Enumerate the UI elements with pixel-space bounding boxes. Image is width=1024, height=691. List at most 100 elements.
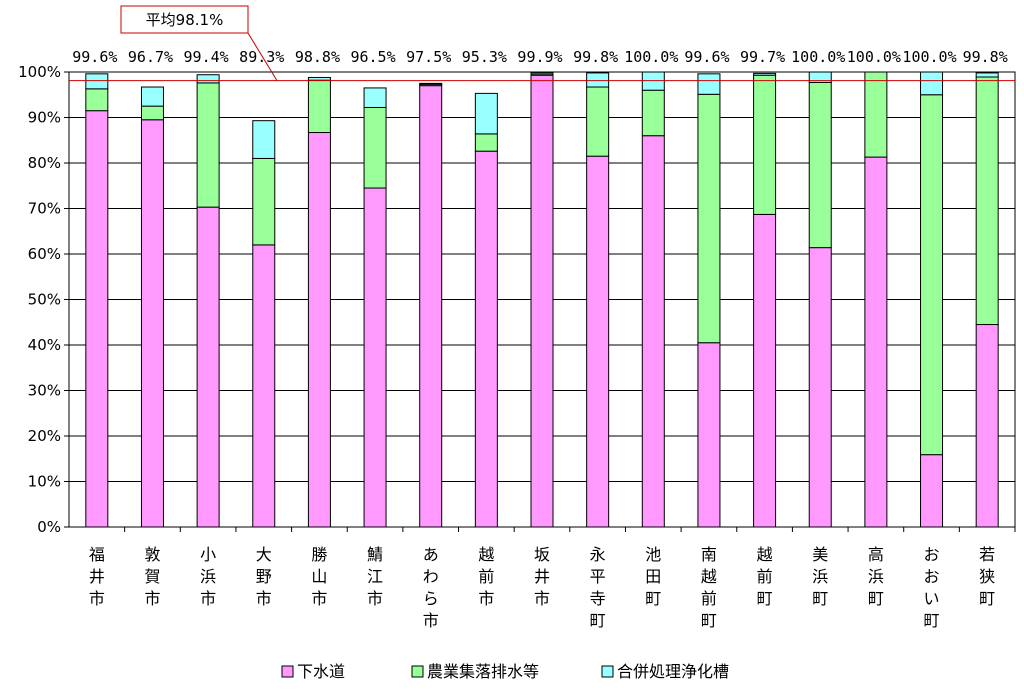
category-label: 鯖	[367, 545, 383, 564]
total-label: 99.7%	[740, 48, 785, 66]
average-callout-box	[120, 5, 249, 34]
category-label: 江	[367, 567, 383, 586]
category-label: 敦	[144, 545, 160, 564]
total-label: 89.3%	[239, 48, 284, 66]
category-label: 寺	[590, 589, 606, 608]
bar-segment-1	[586, 155, 610, 528]
bar-segment-1	[196, 206, 220, 528]
y-tick-label: 30%	[28, 382, 61, 400]
legend-swatch	[411, 665, 424, 678]
category-labels: 福井市敦賀市小浜市大野市勝山市鯖江市あわら市越前市坂井市永平寺町池田町南越前町越…	[89, 545, 995, 630]
bar-segment-2	[140, 105, 164, 121]
average-leader-line	[247, 32, 278, 81]
total-labels: 99.6% 96.7% 99.4% 89.3% 98.8% 96.5% 97.5% 95.3%…	[72, 48, 1008, 66]
category-label: 市	[144, 589, 160, 608]
y-tick-label: 80%	[28, 154, 61, 172]
bar-segment-1	[530, 74, 554, 528]
category-label: 浜	[200, 567, 216, 586]
category-label: 坂	[534, 545, 550, 564]
bar-segment-1	[975, 324, 999, 528]
total-label: 100.0%	[902, 48, 956, 66]
bar-segment-1	[85, 110, 109, 528]
average-annotation: 平均98.1%	[69, 5, 1015, 82]
category-label: 市	[256, 589, 272, 608]
legend-label: 下水道	[297, 662, 345, 681]
bar-segment-3	[419, 82, 443, 85]
total-label: 99.6%	[72, 48, 117, 66]
total-label: 98.8%	[295, 48, 340, 66]
y-tick-label: 70%	[28, 200, 61, 218]
bar-segment-2	[975, 76, 999, 326]
total-label: 100.0%	[791, 48, 845, 66]
category-label: 市	[478, 589, 494, 608]
category-label: 福	[89, 545, 105, 564]
category-label: 小	[200, 545, 216, 564]
category-label: 町	[812, 589, 828, 608]
bar-segment-2	[920, 94, 944, 456]
total-label: 97.5%	[406, 48, 451, 66]
category-label: 狭	[979, 567, 995, 586]
y-tick-labels: 0% 10% 20% 30% 40% 50% 60% 70% 80% 90% 100%	[18, 63, 61, 536]
bar-segment-3	[920, 71, 944, 96]
category-label: 勝	[311, 545, 327, 564]
bar-segment-2	[808, 81, 832, 249]
bar-segment-1	[641, 135, 665, 528]
bar-segment-3	[307, 76, 331, 81]
y-tick-label: 20%	[28, 427, 61, 445]
legend: 下水道 農業集落排水等 合併処理浄化槽	[281, 662, 729, 681]
y-tick-label: 10%	[28, 473, 61, 491]
category-label: ら	[423, 589, 439, 608]
category-label: 永	[590, 545, 606, 564]
bar-segment-2	[85, 88, 109, 112]
category-label: い	[924, 589, 940, 608]
category-label: 市	[311, 589, 327, 608]
category-label: 町	[701, 611, 717, 630]
bar-segment-2	[474, 133, 498, 152]
total-label: 99.4%	[184, 48, 229, 66]
category-label: 市	[89, 589, 105, 608]
bar-segment-3	[530, 71, 554, 75]
category-label: あ	[423, 545, 439, 564]
category-label: お	[924, 567, 940, 586]
bar-segment-3	[140, 86, 164, 107]
bar-segment-2	[586, 86, 610, 157]
category-label: 越	[701, 567, 717, 586]
bar-segment-2	[252, 157, 276, 246]
legend-swatch	[281, 665, 294, 678]
bar-segment-1	[753, 213, 777, 528]
bar-segment-1	[252, 244, 276, 528]
category-label: 市	[423, 611, 439, 630]
bar-segment-2	[864, 71, 888, 158]
total-label: 96.5%	[350, 48, 395, 66]
bar-segment-1	[140, 119, 164, 528]
category-label: 浜	[812, 567, 828, 586]
bar-segment-3	[196, 74, 220, 84]
bar-segment-3	[975, 72, 999, 78]
category-label: 市	[200, 589, 216, 608]
category-label: 町	[590, 611, 606, 630]
category-label: お	[924, 545, 940, 564]
bar-segment-1	[920, 454, 944, 528]
total-label: 99.8%	[963, 48, 1008, 66]
bar-segment-2	[363, 106, 387, 189]
category-label: 南	[701, 545, 717, 564]
bar-segment-3	[252, 120, 276, 159]
y-tick-label: 60%	[28, 245, 61, 263]
bar-segment-2	[196, 82, 220, 208]
category-label: 大	[256, 545, 272, 564]
bar-segment-3	[363, 87, 387, 108]
category-label: 高	[868, 545, 884, 564]
category-label: 市	[367, 589, 383, 608]
category-label: 平	[590, 567, 606, 586]
category-label: 若	[979, 545, 995, 564]
category-label: わ	[423, 567, 439, 586]
bar-segment-1	[419, 85, 443, 528]
category-label: 町	[757, 589, 773, 608]
bar-segment-1	[697, 342, 721, 528]
axes	[64, 71, 1016, 532]
category-label: 越	[478, 545, 494, 564]
category-label: 市	[534, 589, 550, 608]
bar-segment-1	[363, 187, 387, 528]
